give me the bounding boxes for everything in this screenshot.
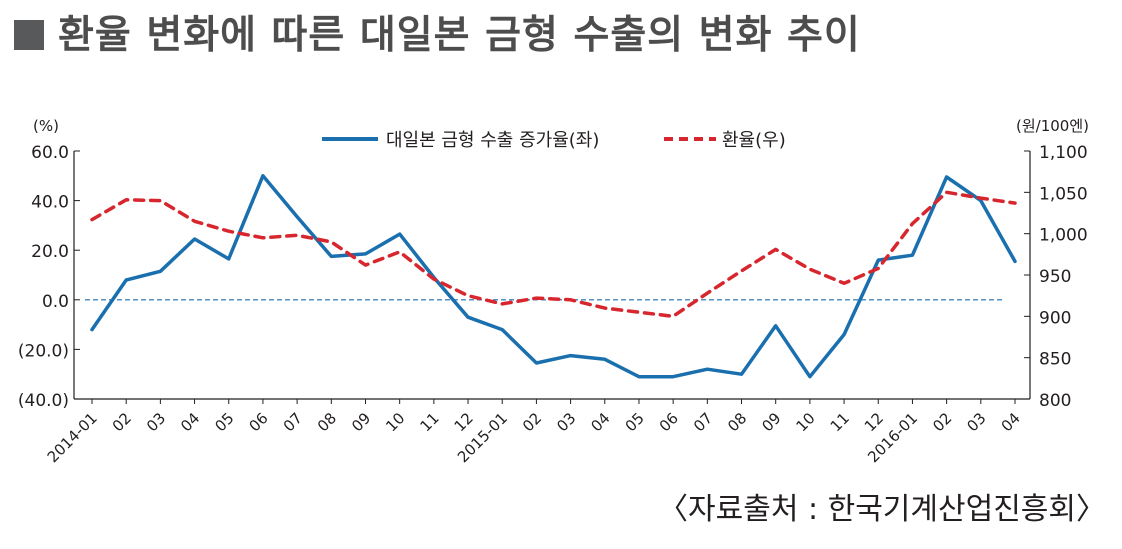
- x-axis-tick-label: 06: [246, 409, 272, 435]
- x-axis-tick-label: 03: [143, 409, 169, 435]
- left-axis-tick-label: 40.0: [31, 193, 69, 213]
- x-axis-tick-label: 04: [587, 409, 613, 435]
- left-axis-unit: (%): [33, 117, 59, 135]
- x-axis-tick-label: 11: [827, 409, 853, 435]
- title-square-bullet: [14, 20, 44, 50]
- legend-label-export-growth: 대일본 금형 수출 증가율(좌): [386, 130, 599, 151]
- x-axis-tick-label: 08: [314, 409, 340, 435]
- source-note: 〈자료출처 : 한국기계산업진흥회〉: [658, 492, 1106, 527]
- x-axis-tick-label: 06: [656, 409, 682, 435]
- right-axis-tick-label: 1,100: [1039, 143, 1088, 163]
- right-axis-tick-label: 850: [1039, 350, 1071, 370]
- x-axis-tick-label: 07: [280, 409, 306, 435]
- left-axis-tick-label: 20.0: [31, 242, 69, 262]
- x-axis-tick-label: 03: [553, 409, 579, 435]
- right-axis-tick-label: 950: [1039, 267, 1071, 287]
- x-axis-tick-label: 09: [348, 409, 374, 435]
- chart-title-text: 환율 변화에 따른 대일본 금형 수출의 변화 추이: [58, 13, 861, 58]
- left-axis-tick-label: 60.0: [31, 143, 69, 163]
- x-axis-tick-label: 2014-01: [44, 409, 101, 466]
- right-axis-unit: (원/100엔): [1016, 117, 1089, 135]
- x-axis-tick-label: 05: [622, 409, 648, 435]
- left-axis-tick-label: (20.0): [18, 341, 69, 361]
- x-axis-tick-label: 12: [451, 409, 477, 435]
- right-axis-tick-label: 800: [1039, 391, 1071, 411]
- x-axis-tick-label: 04: [177, 409, 203, 435]
- x-axis-tick-label: 10: [382, 409, 408, 435]
- left-axis-tick-label: (40.0): [18, 391, 69, 411]
- x-axis-tick-label: 02: [519, 409, 545, 435]
- exchange-rate-series-line: [90, 190, 1017, 319]
- right-axis-tick-label: 1,000: [1039, 226, 1088, 246]
- x-axis-tick-label: 10: [792, 409, 818, 435]
- x-axis-tick-label: 02: [929, 409, 955, 435]
- x-axis-tick-label: 07: [690, 409, 716, 435]
- x-axis-tick-label: 09: [758, 409, 784, 435]
- left-axis-tick-label: 0.0: [42, 292, 69, 312]
- chart-title: 환율 변화에 따른 대일본 금형 수출의 변화 추이: [14, 4, 861, 60]
- right-axis-tick-label: 1,050: [1039, 184, 1088, 204]
- x-axis-tick-label: 04: [998, 409, 1024, 435]
- x-axis-tick-label: 12: [861, 409, 887, 435]
- x-axis-tick-label: 02: [109, 409, 135, 435]
- x-axis-tick-label: 05: [211, 409, 237, 435]
- export-growth-series-line: [90, 174, 1017, 379]
- legend-label-exchange-rate: 환율(우): [722, 130, 786, 151]
- right-axis-tick-label: 900: [1039, 308, 1071, 328]
- x-axis-tick-label: 08: [724, 409, 750, 435]
- x-axis-tick-label: 03: [963, 409, 989, 435]
- x-axis-tick-label: 11: [416, 409, 442, 435]
